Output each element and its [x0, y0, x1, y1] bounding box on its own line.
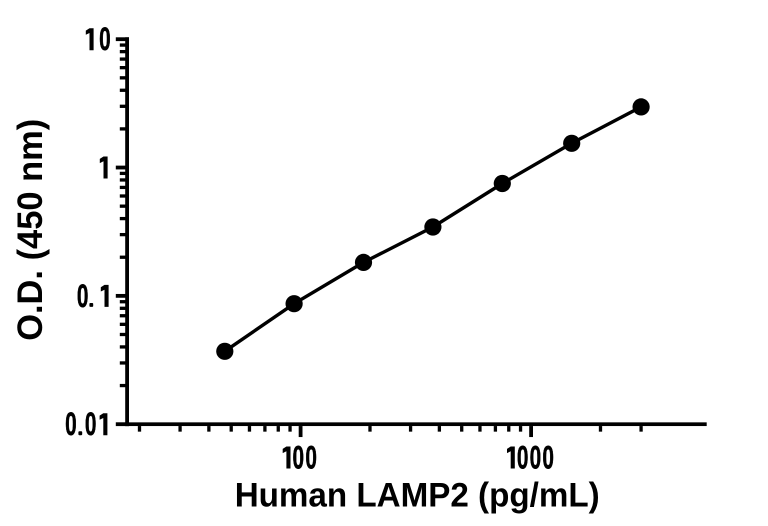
svg-text:Human LAMP2 (pg/mL): Human LAMP2 (pg/mL) — [235, 477, 600, 515]
svg-text:0: 0 — [65, 407, 77, 443]
svg-text:O.D. (450 nm): O.D. (450 nm) — [11, 119, 50, 341]
svg-text:0: 0 — [77, 278, 89, 314]
svg-text:0: 0 — [305, 440, 317, 476]
svg-text:0: 0 — [99, 22, 111, 58]
svg-text:0: 0 — [85, 407, 97, 443]
svg-text:0: 0 — [530, 440, 542, 476]
svg-text:0: 0 — [517, 440, 529, 476]
svg-text:0: 0 — [542, 440, 554, 476]
svg-text:0: 0 — [293, 440, 305, 476]
